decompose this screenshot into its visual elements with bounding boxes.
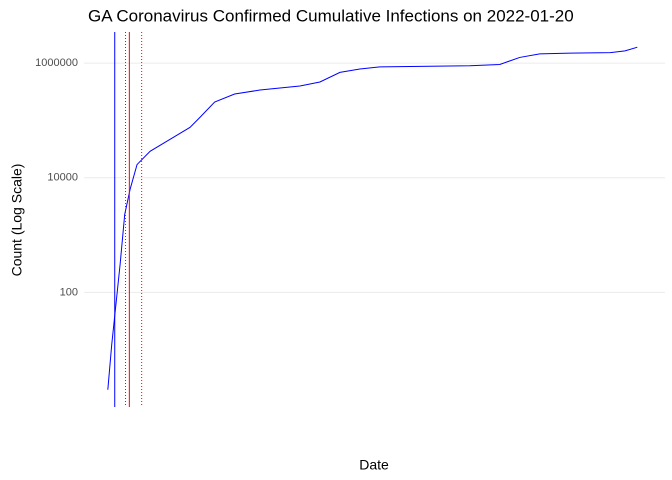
data-line: [107, 46, 638, 390]
y-tick-label: 100: [60, 286, 78, 298]
y-axis-title: Count (Log Scale): [9, 164, 25, 277]
x-axis-title: Date: [359, 457, 389, 473]
y-tick-label: 10000: [47, 172, 78, 184]
y-tick-label: 1000000: [35, 57, 78, 69]
chart-title: GA Coronavirus Confirmed Cumulative Infe…: [88, 6, 574, 25]
